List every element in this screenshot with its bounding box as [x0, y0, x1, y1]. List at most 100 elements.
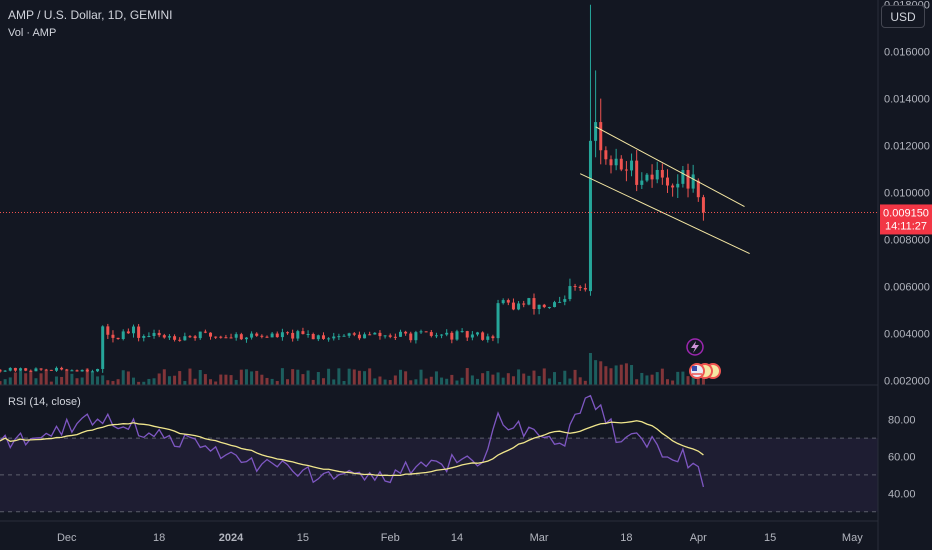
volume-bar [193, 378, 197, 385]
candle-body [691, 174, 695, 189]
volume-bar [522, 373, 526, 385]
candle-body [424, 331, 428, 333]
price-axis[interactable]: 0.0180000.0160000.0140000.0120000.010000… [884, 0, 930, 387]
volume-bar [101, 375, 105, 385]
main-pane[interactable] [0, 4, 878, 385]
lightning-event-icon[interactable] [686, 338, 704, 356]
candle-body [291, 332, 295, 339]
rsi-axis[interactable]: 80.00 60.00 40.00 [888, 415, 916, 501]
candle-body [460, 331, 464, 333]
candle-body [29, 370, 33, 372]
volume-bar [275, 381, 279, 385]
candle-body [517, 303, 521, 310]
candle-body [280, 332, 284, 338]
candle-body [363, 334, 367, 339]
volume-bar [470, 375, 474, 385]
candle-body [198, 331, 202, 339]
candle-body [583, 288, 587, 290]
volume-bar [553, 372, 557, 385]
volume-label[interactable]: Vol · AMP [8, 27, 56, 39]
candle-body [316, 335, 320, 340]
candle-body [193, 336, 197, 339]
candle-body [645, 174, 649, 181]
volume-bar [131, 377, 135, 385]
currency-button[interactable]: USD [881, 5, 925, 28]
candle-body [229, 337, 233, 339]
volume-bar [70, 373, 74, 385]
candle-body [85, 369, 89, 372]
volume-bar [265, 377, 269, 385]
candle-body [558, 301, 562, 303]
volume-bar [404, 371, 408, 385]
volume-bar [424, 378, 428, 385]
volume-bar [337, 368, 341, 385]
candle-body [70, 370, 74, 372]
volume-bar [311, 379, 315, 385]
rsi-pane[interactable] [0, 394, 878, 513]
candle-body [547, 307, 551, 309]
candle-body [609, 159, 613, 166]
candle-body [306, 334, 310, 336]
candle-body [8, 367, 12, 371]
candle-body [619, 158, 623, 170]
volume-bar [173, 375, 177, 385]
price-tick-label: 0.010000 [884, 188, 930, 200]
volume-bar [19, 370, 23, 385]
candle-body [630, 160, 634, 171]
candle-body [450, 332, 454, 340]
candle-body [49, 369, 53, 371]
time-tick-label: 18 [153, 532, 165, 544]
volume-bar [660, 368, 664, 385]
volume-bar [434, 371, 438, 385]
volume-bar [368, 368, 372, 385]
volume-bar [280, 368, 284, 385]
candle-body [173, 336, 177, 340]
rsi-label[interactable]: RSI (14, close) [8, 396, 81, 408]
last-price-value: 0.009150 [883, 207, 929, 219]
volume-bar [244, 369, 248, 385]
time-tick-label: 15 [297, 532, 309, 544]
volume-bar [378, 376, 382, 385]
candle-body [496, 303, 500, 339]
candle-body [476, 332, 480, 335]
volume-bar [60, 376, 64, 385]
volume-bar [291, 369, 295, 385]
time-axis[interactable]: Dec 18 2024 15 Feb 14 Mar 18 Apr 15 May [57, 532, 863, 544]
channel-lower-line [579, 173, 750, 254]
candle-body [178, 339, 182, 341]
time-tick-label: 18 [620, 532, 632, 544]
volume-bar [116, 379, 120, 385]
candle-body [599, 122, 603, 151]
volume-bar [650, 374, 654, 385]
candle-body [594, 122, 598, 141]
volume-bar [90, 371, 94, 385]
candle-body [660, 169, 664, 178]
volume-bar [547, 378, 551, 385]
us-flag-event-icon[interactable] [689, 363, 721, 379]
candle-body [142, 336, 146, 338]
candle-body [96, 368, 100, 372]
candle-body [701, 197, 705, 213]
volume-bar [573, 369, 577, 385]
candle-body [440, 334, 444, 336]
volume-bar [34, 378, 38, 385]
volume-bar [296, 369, 300, 385]
candle-body [321, 335, 325, 339]
candle-body [578, 286, 582, 289]
candle-body [65, 369, 69, 371]
last-price-badge: 0.009150 14:11:27 [880, 204, 932, 235]
volume-bar [147, 378, 151, 385]
volume-bar [234, 379, 238, 385]
candle-body [255, 333, 259, 336]
volume-bar [106, 380, 110, 385]
candle-body [157, 332, 161, 336]
candle-body [696, 180, 700, 198]
volume-bar [357, 370, 361, 385]
candle-body [486, 336, 490, 340]
symbol-title[interactable]: AMP / U.S. Dollar, 1D, GEMINI [8, 8, 172, 22]
candle-body [90, 371, 94, 373]
volume-bar [445, 378, 449, 385]
candle-body [214, 336, 218, 338]
volume-bar [188, 368, 192, 385]
